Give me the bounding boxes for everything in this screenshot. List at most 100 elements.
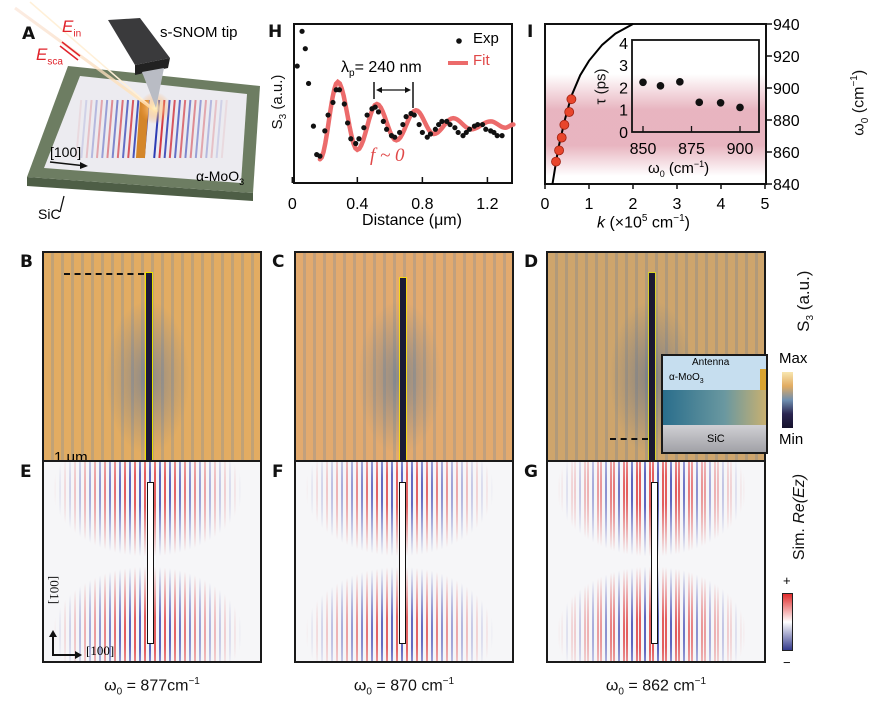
fringe-line [85, 99, 93, 159]
i-data-point [554, 145, 564, 156]
h-exp-point [494, 133, 500, 139]
inset-x-axis-label: ω0 (cm−1) [648, 160, 709, 179]
i-ylabel-text: (cm [850, 86, 868, 118]
inset-y-tick-label: 1 [619, 103, 628, 120]
caption-sub: 0 [618, 686, 624, 698]
axis-100-label: [100] [86, 643, 115, 658]
i-y-tick-label: 900 [773, 81, 800, 98]
fringe-line [179, 99, 187, 159]
direction-100-arrowhead [80, 162, 88, 169]
i-data-point [551, 156, 561, 167]
inset-moo3-layer [663, 390, 766, 425]
h-exp-point [361, 125, 367, 131]
i-xlabel-sup: 5 [641, 213, 648, 224]
sic-pointer-arrow [59, 195, 65, 213]
sic-label: SiC [38, 206, 61, 222]
inset-x-tick-label: 850 [630, 141, 657, 158]
h-exp-point [416, 121, 422, 128]
h-exp-point [380, 118, 386, 124]
antenna-outline [648, 272, 656, 472]
fringe-line [75, 99, 83, 159]
h-exp-point [432, 126, 438, 132]
i-ylabel-sup: −1 [849, 75, 861, 87]
h-x-tick-label: 0.8 [411, 196, 433, 213]
i-y-axis-label: ω0 (cm−1) [849, 53, 870, 153]
h-exp-point [348, 136, 354, 142]
i-data-point [566, 94, 577, 105]
fringe-line [80, 99, 88, 159]
i-y-tick-label: 940 [773, 17, 800, 34]
h-x-tick-label: 1.2 [476, 196, 498, 213]
i-xlabel-close: ) [684, 214, 690, 232]
h-exp-point [427, 131, 434, 137]
panel-label-i: I [527, 22, 534, 42]
h-exp-point [479, 121, 486, 128]
antenna-outline [651, 482, 658, 644]
caption-omega: ω [104, 677, 117, 695]
h-exp-point [411, 112, 417, 118]
h-exp-point [302, 46, 308, 52]
i-x-tick-label: 1 [585, 196, 594, 213]
fringe-line [111, 99, 119, 159]
h-exp-point [475, 121, 481, 128]
h-exp-point [356, 136, 362, 142]
h-exp-point [392, 134, 398, 140]
fringe-line [90, 99, 98, 159]
h-exp-point [330, 99, 336, 106]
caption-value: = 877cm [122, 677, 189, 695]
h-exp-point [310, 123, 317, 129]
fringe-line [122, 99, 129, 159]
snom-tip-cone [142, 68, 164, 108]
caption-e: ω0 = 877cm−1 [42, 676, 262, 698]
i-x-tick-label: 2 [629, 196, 638, 213]
i-xlabel-unit-sup: −1 [673, 213, 685, 224]
h-lambda-annotation: λp= 240 nm [341, 59, 422, 79]
panel-label-g: G [524, 462, 538, 482]
i-x-tick-label: 4 [717, 196, 726, 213]
inset-air [663, 356, 766, 390]
antenna-outline [147, 482, 154, 644]
e-sca-label: Esca [36, 46, 63, 67]
h-exp-point [364, 112, 370, 118]
inset-y-tick-label: 2 [619, 80, 628, 97]
axis-001-arrowhead [49, 630, 57, 637]
sim-map-f [294, 460, 514, 663]
panel-label-c: C [272, 252, 285, 272]
fringe-line [200, 99, 207, 159]
e-sca-main: E [36, 45, 48, 64]
h-exp-point [403, 114, 409, 120]
fringe-line [116, 99, 124, 159]
snom-cantilever-front [135, 58, 170, 75]
antenna-outline [399, 482, 406, 644]
caption-g: ω0 = 862 cm−1 [546, 676, 766, 698]
h-plot-frame [293, 23, 513, 184]
h-exp-point [294, 63, 300, 69]
inset-data-point [736, 103, 744, 112]
exp-colorbar-title: S3 (a.u.) [794, 266, 816, 336]
caption-sup: −1 [442, 676, 455, 687]
inset-frame [631, 39, 760, 133]
snom-cantilever [108, 18, 170, 65]
sic-substrate-side [27, 177, 253, 201]
fringe-line [127, 99, 135, 159]
legend-exp-marker [456, 38, 462, 44]
i-data-point [564, 107, 575, 117]
h-exp-point [460, 133, 466, 139]
sim-colorbar-prefix: Sim. [791, 523, 808, 561]
inset-y-axis-label: τ (ps) [592, 68, 610, 105]
direction-100-label: [100] [50, 144, 82, 160]
caption-sub: 0 [366, 686, 372, 698]
h-exp-point [455, 129, 461, 136]
h-exp-point [375, 109, 382, 115]
panel-label-d: D [524, 252, 539, 272]
h-ylabel-main: S [269, 119, 286, 130]
panel-h-chart: 0 0.4 0.8 1.2 [288, 23, 516, 213]
h-exp-point [336, 87, 343, 93]
caption-value: = 870 cm [371, 677, 443, 695]
h-y-axis-label: S3 (a.u.) [269, 62, 289, 142]
fringe-line [184, 99, 192, 159]
h-x-tick-label: 0 [288, 196, 297, 213]
exp-colorbar-max: Max [779, 350, 808, 367]
inset-data-point [656, 82, 665, 90]
h-exp-point [317, 153, 323, 159]
